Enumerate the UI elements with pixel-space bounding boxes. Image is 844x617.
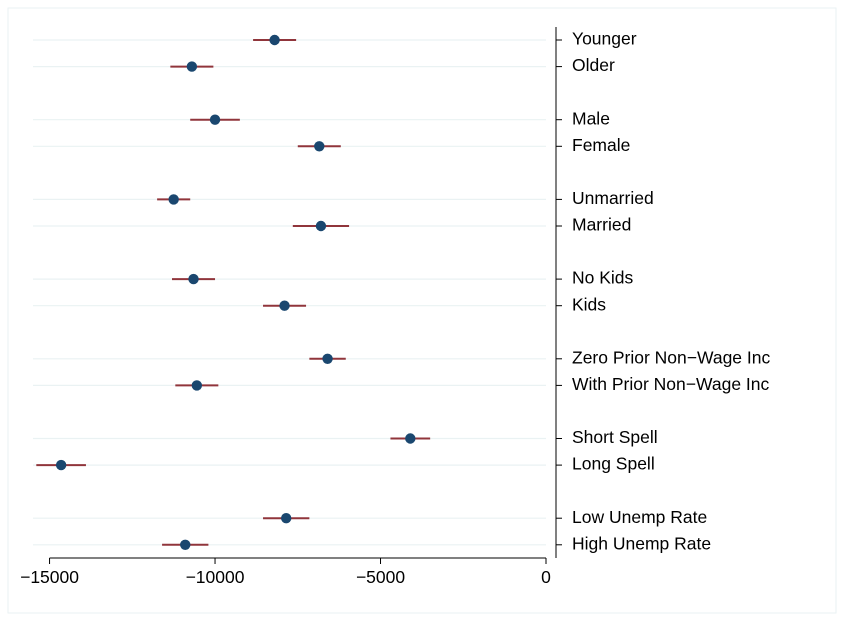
category-label: Female	[572, 135, 630, 155]
point-estimate	[188, 273, 199, 285]
category-label: Short Spell	[572, 427, 658, 447]
point-estimate	[279, 300, 290, 311]
point-estimate	[191, 380, 203, 391]
point-estimate	[209, 114, 221, 125]
point-estimate	[180, 539, 191, 550]
point-estimates	[55, 34, 416, 550]
plot-frame	[7, 7, 837, 614]
category-label: Older	[572, 55, 615, 75]
x-tick-labels: −15000 −10000 −5000 0	[20, 567, 551, 587]
point-estimate	[280, 513, 292, 524]
category-label: With Prior Non−Wage Inc	[572, 374, 770, 394]
category-label: Kids	[572, 294, 606, 314]
point-estimate	[315, 220, 327, 232]
category-label: High Unemp Rate	[572, 533, 711, 553]
point-estimate	[314, 141, 325, 152]
category-label: Unmarried	[572, 188, 654, 208]
x-tick-label: 0	[541, 567, 551, 587]
category-label: Male	[572, 108, 610, 128]
point-estimate	[405, 433, 416, 444]
x-tick-label: −15000	[20, 567, 79, 587]
category-label: Younger	[572, 29, 637, 49]
category-label: Married	[572, 215, 631, 235]
category-label: Zero Prior Non−Wage Inc	[572, 347, 771, 367]
point-estimate	[269, 34, 280, 46]
x-tick-label: −5000	[356, 567, 405, 587]
point-estimate	[186, 61, 198, 72]
category-label: Low Unemp Rate	[572, 507, 707, 527]
point-estimate	[55, 459, 67, 471]
category-labels: Younger Older Male Female Unmarried Married No…	[572, 29, 771, 554]
axes	[49, 27, 562, 564]
point-estimate	[168, 194, 179, 205]
point-estimate	[322, 353, 333, 364]
category-label: Long Spell	[572, 454, 655, 474]
x-tick-label: −10000	[186, 567, 245, 587]
category-label: No Kids	[572, 268, 634, 288]
